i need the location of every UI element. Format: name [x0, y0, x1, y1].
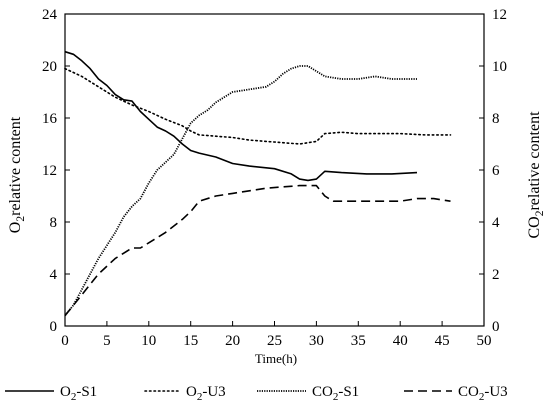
- series-line-o-s1: [64, 50, 418, 182]
- plot-area-border: [64, 13, 485, 327]
- right-tick-label: 6: [492, 163, 500, 179]
- left-tick-label: 0: [50, 319, 58, 335]
- x-axis-title: Time(h): [255, 351, 297, 366]
- legend-label: O2-S1: [60, 384, 97, 403]
- series-lines: [64, 50, 452, 317]
- legend-label: O2-U3: [186, 384, 226, 403]
- series-line-co-u3: [64, 184, 451, 317]
- left-tick-label: 8: [50, 215, 58, 231]
- left-tick-label: 4: [50, 267, 58, 283]
- x-tick-label: 40: [393, 333, 408, 349]
- series-line-o-u3: [64, 67, 452, 145]
- right-tick-label: 0: [492, 319, 500, 335]
- legend-label: CO2-S1: [312, 384, 359, 403]
- x-tick-label: 10: [141, 333, 156, 349]
- x-tick-label: 20: [225, 333, 240, 349]
- x-tick-label: 5: [103, 333, 111, 349]
- x-tick-label: 25: [267, 333, 282, 349]
- right-tick-label: 12: [492, 7, 507, 23]
- right-axis-title: CO2relative content: [526, 111, 546, 239]
- left-tick-label: 24: [42, 7, 58, 23]
- x-tick-label: 50: [477, 333, 492, 349]
- right-tick-label: 4: [492, 215, 500, 231]
- series-line-co-s1: [64, 65, 417, 317]
- right-tick-label: 10: [492, 59, 507, 75]
- x-tick-label: 45: [435, 333, 450, 349]
- x-axis-ticks: 0 5 10 15 20 25 30 35 40 45 50: [61, 321, 492, 349]
- right-tick-label: 2: [492, 267, 500, 283]
- left-tick-label: 20: [42, 59, 57, 75]
- left-tick-label: 12: [42, 163, 57, 179]
- legend-label: CO2-U3: [458, 384, 508, 403]
- x-tick-label: 30: [309, 333, 324, 349]
- left-axis-ticks: 0 4 8 12 16 20 24: [42, 7, 70, 335]
- x-tick-label: 35: [351, 333, 366, 349]
- right-axis-ticks: 0 2 4 6 8 10 12: [479, 7, 507, 335]
- x-tick-label: 15: [183, 333, 198, 349]
- left-axis-title: O2relative content: [7, 116, 27, 233]
- plot-frame: [64, 13, 485, 327]
- legend: O2-S1 O2-U3 CO2-S1 CO2-U3: [5, 384, 508, 403]
- left-tick-label: 16: [42, 111, 58, 127]
- right-tick-label: 8: [492, 111, 500, 127]
- x-tick-label: 0: [61, 333, 69, 349]
